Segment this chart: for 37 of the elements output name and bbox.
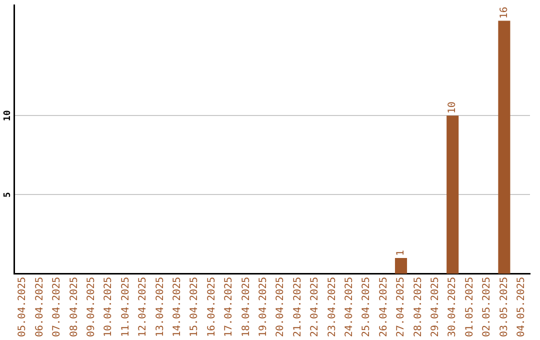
bar [394, 258, 408, 274]
x-tick-label: 04.05.2025 [516, 276, 527, 338]
x-tick-label: 08.04.2025 [68, 276, 80, 338]
x-tick-label: 20.04.2025 [275, 276, 286, 338]
x-tick-label: 09.04.2025 [86, 276, 97, 338]
x-tick-label: 29.04.2025 [430, 276, 441, 338]
bar [446, 116, 459, 274]
x-tick-label: 16.04.2025 [206, 276, 218, 338]
x-tick-label: 21.04.2025 [292, 276, 304, 338]
data-label: 1 [396, 250, 407, 256]
x-tick-label: 23.04.2025 [326, 276, 338, 338]
x-tick-label: 24.04.2025 [344, 276, 355, 338]
bar [498, 20, 510, 274]
x-tick-label: 25.04.2025 [361, 276, 372, 338]
x-tick-label: 14.04.2025 [172, 276, 183, 338]
x-tick-label: 07.04.2025 [52, 276, 63, 338]
x-tick-label: 05.04.2025 [17, 276, 28, 338]
data-label: 10 [447, 102, 458, 114]
x-tick-label: 10.04.2025 [103, 276, 114, 338]
y-tick-label: 5 [2, 192, 13, 198]
x-tick-label: 11.04.2025 [120, 276, 132, 338]
x-tick-label: 15.04.2025 [189, 276, 200, 338]
x-tick-label: 30.04.2025 [447, 276, 458, 338]
x-tick-label: 17.04.2025 [224, 276, 235, 338]
x-tick-label: 18.04.2025 [240, 276, 252, 338]
x-tick-label: 26.04.2025 [378, 276, 390, 338]
data-label: 16 [498, 6, 510, 19]
x-tick-label: 27.04.2025 [396, 276, 407, 338]
x-tick-label: 03.05.2025 [498, 276, 510, 338]
x-tick-label: 12.04.2025 [138, 276, 149, 338]
x-tick-label: 02.05.2025 [482, 276, 493, 338]
x-tick-label: 06.04.2025 [34, 276, 46, 338]
x-tick-label: 01.05.2025 [464, 276, 476, 338]
x-tick-label: 22.04.2025 [310, 276, 321, 338]
x-tick-label: 13.04.2025 [154, 276, 166, 338]
x-tick-label: 19.04.2025 [258, 276, 269, 338]
x-tick-label: 28.04.2025 [412, 276, 424, 338]
